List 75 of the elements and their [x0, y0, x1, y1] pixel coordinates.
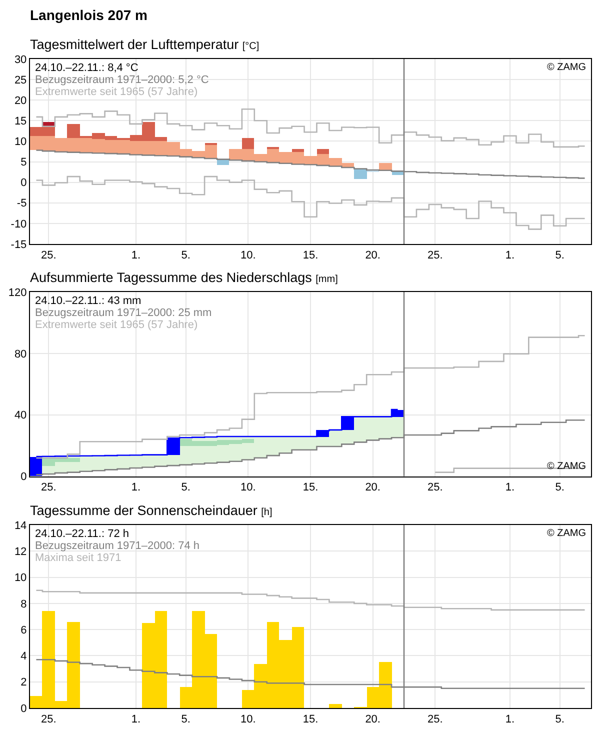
y-tick-label: 10 — [14, 572, 27, 584]
x-tick-label: 5. — [555, 482, 564, 494]
y-tick-label: 30 — [14, 54, 27, 66]
chart-title: Aufsummierte Tagessumme des Niederschlags — [30, 270, 312, 285]
x-tick-label: 25. — [41, 249, 56, 262]
annotation: Bezugszeitraum 1971–2000: 5,2 °C — [35, 74, 209, 86]
chart-title: Langenlois 207 m — [30, 7, 148, 23]
y-tick-label: 0 — [20, 702, 27, 715]
x-tick-label: 5. — [181, 249, 190, 262]
x-tick-label: 5. — [555, 713, 564, 726]
x-tick-label: 10. — [240, 249, 256, 262]
y-axis-title: [h] — [261, 507, 272, 518]
x-tick-label: 15. — [302, 713, 318, 726]
y-tick-label: 4 — [20, 650, 27, 663]
y-tick-label: 8 — [20, 598, 27, 610]
y-tick-label: -5 — [16, 198, 27, 210]
y-tick-label: 2 — [20, 676, 27, 689]
bar — [379, 163, 392, 170]
x-tick-label: 25. — [41, 713, 56, 726]
x-tick-label: 25. — [428, 482, 443, 494]
y-tick-label: 25 — [14, 74, 27, 86]
x-tick-label: 10. — [240, 482, 256, 494]
annotation: Maxima seit 1971 — [35, 552, 122, 564]
bar — [342, 416, 354, 430]
y-tick-label: 5 — [20, 156, 27, 169]
annotation: Extremwerte seit 1965 (57 Jahre) — [35, 86, 198, 98]
y-tick-label: 0 — [20, 177, 27, 190]
y-axis-title: [mm] — [316, 274, 338, 285]
x-tick-label: 15. — [302, 249, 318, 262]
x-tick-label: 25. — [428, 249, 443, 262]
chart-title: Tagessumme der Sonnenscheindauer — [30, 503, 258, 518]
y-tick-label: 10 — [14, 136, 27, 148]
x-tick-label: 25. — [428, 713, 443, 726]
annotation: Bezugszeitraum 1971–2000: 74 h — [35, 540, 200, 552]
y-tick-label: 6 — [20, 624, 27, 636]
x-tick-label: 20. — [365, 482, 380, 494]
x-tick-label: 1. — [505, 249, 515, 262]
annotation: © ZAMG — [547, 62, 586, 73]
y-tick-label: -10 — [10, 218, 27, 230]
y-tick-label: 80 — [14, 348, 27, 360]
x-tick-label: 1. — [131, 249, 141, 262]
annotation: 24.10.–22.11.: 72 h — [35, 528, 129, 540]
annotation: Bezugszeitraum 1971–2000: 25 mm — [35, 307, 212, 319]
x-tick-label: 5. — [181, 713, 190, 726]
y-tick-label: 120 — [8, 286, 27, 299]
chart-subtitle: Tagesmittelwert der Lufttemperatur — [30, 37, 239, 52]
annotation: 24.10.–22.11.: 43 mm — [35, 295, 142, 307]
x-tick-label: 5. — [555, 249, 564, 262]
y-tick-label: 40 — [14, 410, 27, 422]
x-tick-label: 1. — [131, 482, 141, 494]
y-tick-label: 14 — [14, 520, 27, 532]
x-tick-label: 5. — [181, 482, 190, 494]
y-tick-label: -15 — [10, 238, 27, 251]
bar — [329, 704, 342, 708]
bar — [292, 149, 304, 152]
x-tick-label: 1. — [131, 713, 141, 726]
x-tick-label: 20. — [365, 249, 380, 262]
annotation: Extremwerte seit 1965 (57 Jahre) — [35, 319, 198, 331]
y-tick-label: 15 — [14, 116, 27, 128]
bar — [354, 169, 367, 179]
x-tick-label: 1. — [505, 713, 515, 726]
bar — [242, 138, 254, 149]
x-tick-label: 10. — [240, 713, 256, 726]
y-tick-label: 20 — [14, 94, 27, 107]
annotation: 24.10.–22.11.: 8,4 °C — [35, 62, 138, 74]
bar — [317, 149, 329, 154]
y-tick-label: 0 — [20, 471, 27, 484]
x-tick-label: 1. — [505, 482, 515, 494]
x-tick-label: 15. — [302, 482, 318, 494]
y-tick-label: 12 — [14, 546, 27, 558]
annotation: © ZAMG — [547, 461, 586, 472]
annotation: © ZAMG — [547, 528, 586, 539]
y-axis-title: [°C] — [242, 41, 260, 52]
x-tick-label: 25. — [41, 482, 56, 494]
x-tick-label: 20. — [365, 713, 380, 726]
